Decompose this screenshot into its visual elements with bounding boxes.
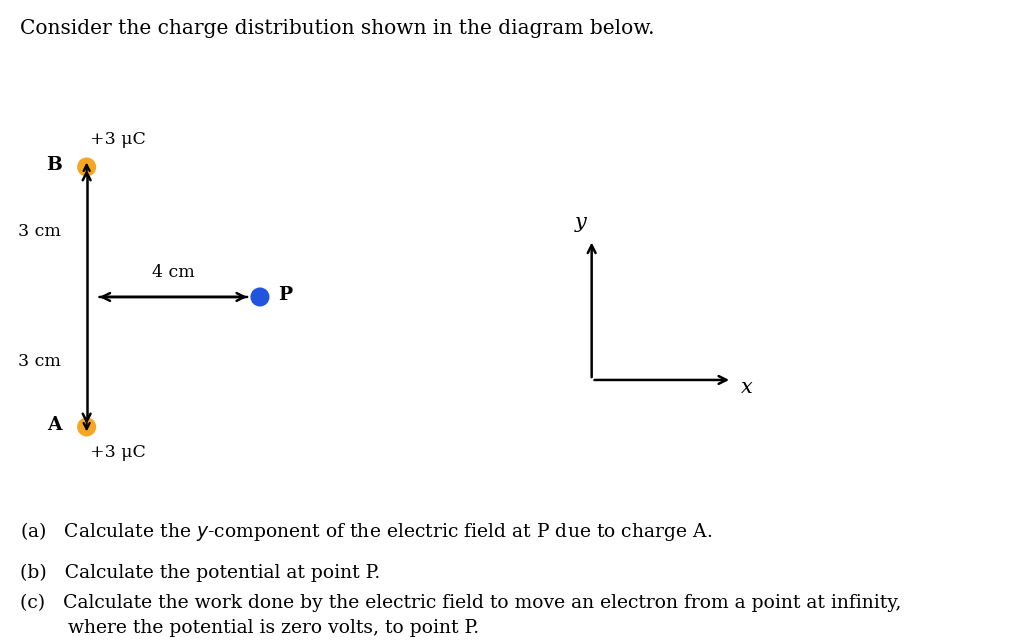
Circle shape <box>77 158 96 177</box>
Text: +3 μC: +3 μC <box>90 444 146 461</box>
Text: 3 cm: 3 cm <box>17 354 60 370</box>
Text: P: P <box>279 285 292 303</box>
Text: y: y <box>574 213 587 232</box>
Text: (b)   Calculate the potential at point P.: (b) Calculate the potential at point P. <box>20 564 381 582</box>
Text: 3 cm: 3 cm <box>17 224 60 240</box>
Circle shape <box>251 287 269 307</box>
Circle shape <box>77 417 96 437</box>
Text: B: B <box>46 156 62 174</box>
Text: +3 μC: +3 μC <box>90 131 146 148</box>
Text: Consider the charge distribution shown in the diagram below.: Consider the charge distribution shown i… <box>20 19 655 39</box>
Text: where the potential is zero volts, to point P.: where the potential is zero volts, to po… <box>20 619 479 637</box>
Text: (c)   Calculate the work done by the electric field to move an electron from a p: (c) Calculate the work done by the elect… <box>20 594 902 612</box>
Text: (a)   Calculate the $y$-component of the electric field at P due to charge A.: (a) Calculate the $y$-component of the e… <box>20 520 713 543</box>
Text: A: A <box>47 416 62 434</box>
Text: 4 cm: 4 cm <box>152 264 195 280</box>
Text: x: x <box>741 378 753 397</box>
